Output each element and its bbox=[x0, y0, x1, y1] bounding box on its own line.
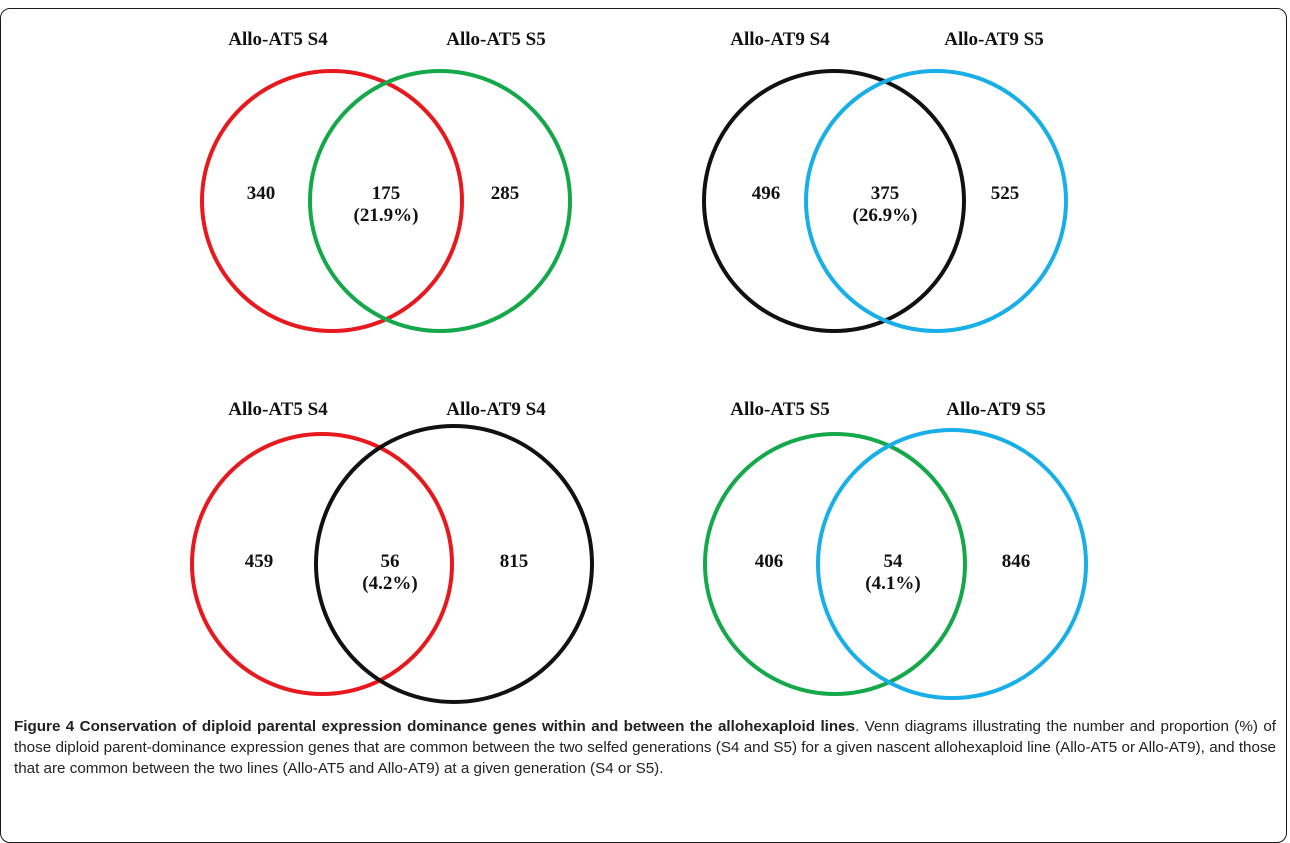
venn-3-left-title: Allo-AT5 S4 bbox=[228, 399, 328, 420]
venn-3-right-circle bbox=[314, 424, 594, 704]
venn-1-left-circle bbox=[200, 69, 464, 333]
venn-2-left-count: 496 bbox=[752, 183, 781, 204]
venn-2-left-circle bbox=[702, 69, 966, 333]
venn-3-overlap-count: 56 bbox=[381, 551, 400, 572]
venn-4-left-circle bbox=[703, 432, 967, 696]
venn-2-overlap-count: 375 bbox=[871, 183, 900, 204]
venn-diagrams: Allo-AT5 S4 Allo-AT5 S5 340 175 (21.9%) … bbox=[190, 29, 1088, 704]
venn-4-right-title: Allo-AT9 S5 bbox=[946, 399, 1045, 420]
venn-3-right-count: 815 bbox=[500, 551, 529, 572]
venn-4-left-title: Allo-AT5 S5 bbox=[730, 399, 829, 420]
venn-1-overlap-percent: (21.9%) bbox=[354, 205, 419, 226]
venn-1-left-count: 340 bbox=[247, 183, 276, 204]
venn-diagram-3: Allo-AT5 S4 Allo-AT9 S4 459 56 (4.2%) 81… bbox=[190, 399, 594, 704]
venn-4-right-circle bbox=[816, 428, 1088, 700]
venn-3-right-title: Allo-AT9 S4 bbox=[446, 399, 546, 420]
venn-2-right-title: Allo-AT9 S5 bbox=[944, 29, 1043, 50]
venn-2-right-circle bbox=[804, 69, 1068, 333]
venn-4-overlap-percent: (4.1%) bbox=[865, 573, 920, 594]
venn-2-left-title: Allo-AT9 S4 bbox=[730, 29, 830, 50]
venn-2-overlap-percent: (26.9%) bbox=[853, 205, 918, 226]
venn-1-right-count: 285 bbox=[491, 183, 520, 204]
venn-2-right-count: 525 bbox=[991, 183, 1020, 204]
venn-1-right-title: Allo-AT5 S5 bbox=[446, 29, 545, 50]
venn-diagram-2: Allo-AT9 S4 Allo-AT9 S5 496 375 (26.9%) … bbox=[702, 29, 1068, 333]
caption-title: Figure 4 Conservation of diploid parenta… bbox=[14, 718, 856, 735]
venn-diagram-4: Allo-AT5 S5 Allo-AT9 S5 406 54 (4.1%) 84… bbox=[703, 399, 1088, 700]
venn-3-left-circle bbox=[190, 432, 454, 696]
caption-text: . Venn diagrams illustrating the number … bbox=[14, 718, 1276, 777]
venn-4-overlap-count: 54 bbox=[884, 551, 904, 572]
venn-1-left-title: Allo-AT5 S4 bbox=[228, 29, 328, 50]
venn-3-overlap-percent: (4.2%) bbox=[362, 573, 417, 594]
venn-1-right-circle bbox=[308, 69, 572, 333]
venn-4-left-count: 406 bbox=[755, 551, 784, 572]
venn-3-left-count: 459 bbox=[245, 551, 274, 572]
venn-diagram-1: Allo-AT5 S4 Allo-AT5 S5 340 175 (21.9%) … bbox=[200, 29, 572, 333]
venn-4-right-count: 846 bbox=[1002, 551, 1031, 572]
figure-caption: Figure 4 Conservation of diploid parenta… bbox=[14, 716, 1276, 779]
venn-1-overlap-count: 175 bbox=[372, 183, 401, 204]
